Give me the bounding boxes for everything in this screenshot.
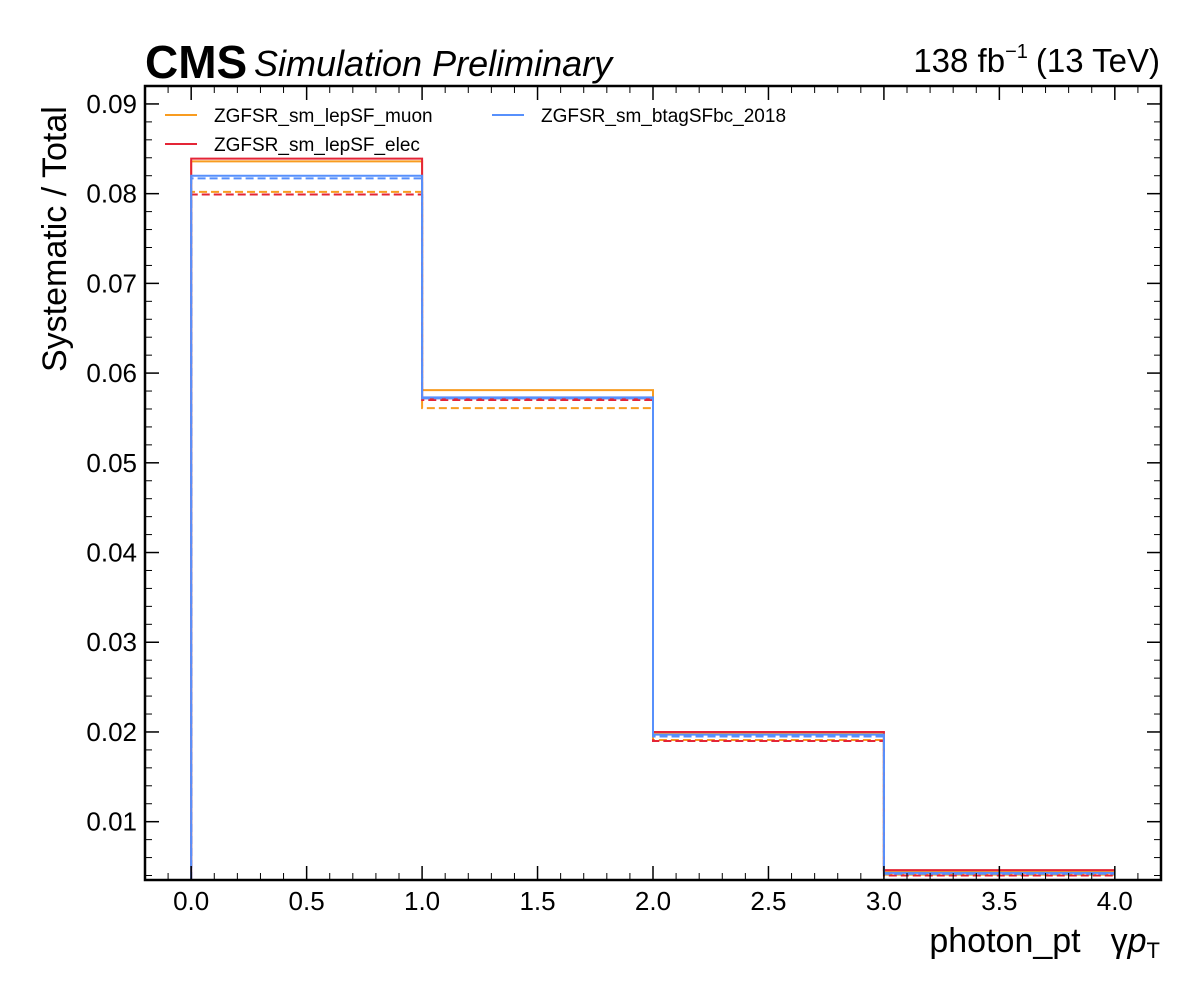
x-tick-labels: 0.0 0.5 1.0 1.5 2.0 2.5 3.0 3.5 4.0 [173, 886, 1133, 916]
y-axis-title: Systematic / Total [36, 106, 74, 372]
legend-label: ZGFSR_sm_btagSFbc_2018 [541, 106, 786, 127]
series-line-up [190, 174, 1115, 880]
series-line-down [190, 193, 1115, 880]
lumi-energy: (13 TeV) [1036, 42, 1160, 79]
x-tick-label: 1.0 [404, 886, 440, 916]
legend-label: ZGFSR_sm_lepSF_muon [214, 106, 433, 127]
y-tick-label: 0.07 [86, 268, 137, 298]
y-tick-label: 0.06 [86, 358, 137, 388]
cms-extra-label: Simulation Preliminary [254, 43, 614, 84]
y-tick-labels: 0.01 0.02 0.03 0.04 0.05 0.06 0.07 0.08 0.09 [86, 89, 137, 837]
legend-label: ZGFSR_sm_lepSF_elec [214, 135, 420, 156]
x-tick-label: 2.0 [635, 886, 671, 916]
cms-label: CMS [145, 36, 247, 88]
x-tick-label: 4.0 [1097, 886, 1133, 916]
x-axis-title: photon_pt γpT [929, 922, 1160, 963]
legend: ZGFSR_sm_lepSF_muon ZGFSR_sm_lepSF_elec ZG… [165, 106, 786, 156]
x-tick-label: 0.5 [289, 886, 325, 916]
x-tick-label: 3.5 [981, 886, 1017, 916]
x-axis-var: p [1127, 922, 1147, 960]
lumi-exponent: −1 [1005, 41, 1028, 63]
y-tick-label: 0.04 [86, 538, 137, 568]
x-axis-sub: T [1147, 938, 1160, 963]
y-tick-label: 0.03 [86, 627, 137, 657]
y-tick-label: 0.05 [86, 448, 137, 478]
y-tick-label: 0.02 [86, 717, 137, 747]
y-tick-label: 0.01 [86, 807, 137, 837]
x-tick-label: 0.0 [173, 886, 209, 916]
x-tick-label: 2.5 [750, 886, 786, 916]
y-tick-label: 0.09 [86, 89, 137, 119]
axis-ticks [145, 85, 1161, 880]
series-group [190, 157, 1115, 880]
x-axis-name: photon_pt [929, 922, 1081, 960]
lumi-label: 138 fb−1 (13 TeV) [913, 41, 1160, 79]
lumi-value: 138 fb [913, 42, 1005, 79]
x-axis-symbol: γ [1111, 922, 1128, 960]
x-tick-label: 1.5 [519, 886, 555, 916]
y-tick-label: 0.08 [86, 179, 137, 209]
x-tick-label: 3.0 [866, 886, 902, 916]
